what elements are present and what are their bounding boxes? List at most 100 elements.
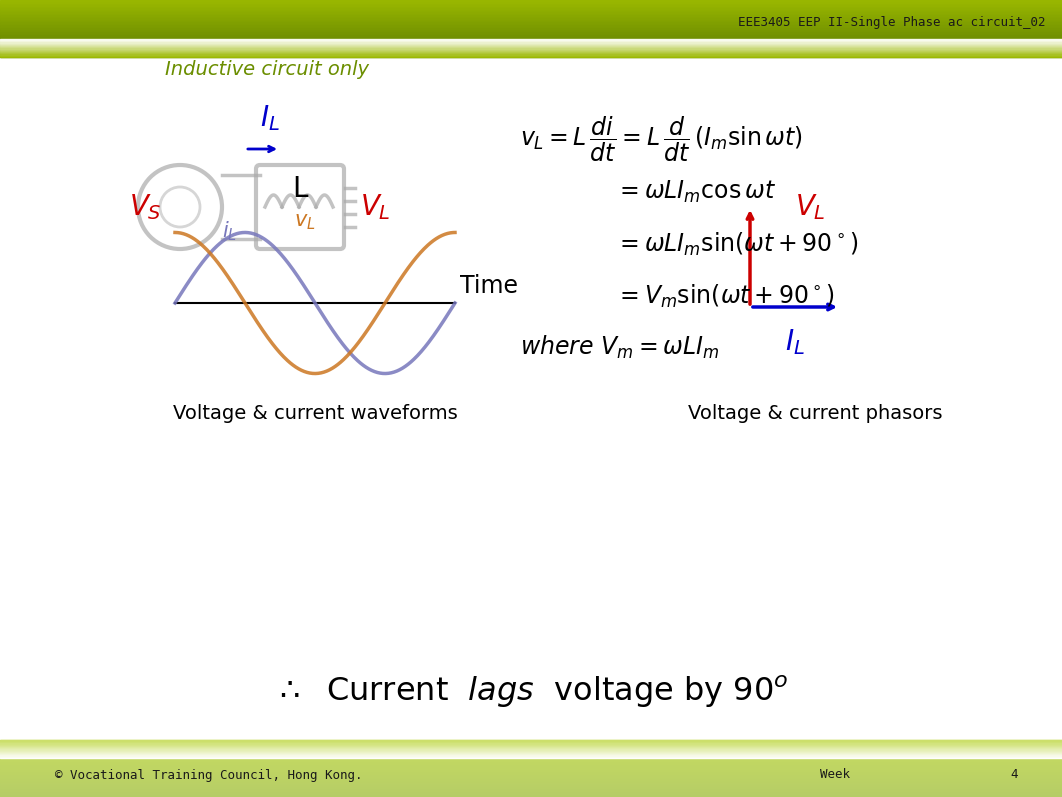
Bar [0,42,1062,44]
Bar [0,795,1062,797]
Bar [0,783,1062,786]
Text: $I_L$: $I_L$ [785,327,805,357]
Text: Time: Time [460,274,518,298]
Bar [0,740,1062,741]
Bar [0,42,1062,44]
Text: $v_L = L\,\dfrac{di}{dt} = L\,\dfrac{d}{dt}\,(I_m \sin \omega t)$: $v_L = L\,\dfrac{di}{dt} = L\,\dfrac{d}{… [520,114,803,163]
Text: Voltage & current waveforms: Voltage & current waveforms [173,404,458,423]
Bar [0,48,1062,49]
Bar [0,742,1062,744]
Bar [0,764,1062,766]
Bar [0,774,1062,775]
Bar [0,50,1062,52]
Bar [0,2,1062,4]
Bar [0,751,1062,753]
Text: $\therefore$  Current  $\mathit{lags}$  voltage by 90$^o$: $\therefore$ Current $\mathit{lags}$ vol… [273,674,789,710]
Bar [0,43,1062,45]
Bar [0,8,1062,10]
Bar [0,31,1062,33]
Bar [0,55,1062,57]
Bar [0,747,1062,748]
Bar [0,53,1062,54]
Bar [0,794,1062,795]
Bar [0,14,1062,16]
Text: Voltage & current phasors: Voltage & current phasors [688,404,942,423]
Text: $= V_m \sin(\omega t + 90^\circ)$: $= V_m \sin(\omega t + 90^\circ)$ [615,282,835,309]
Bar [0,0,1062,2]
Bar [0,45,1062,47]
Bar [0,21,1062,23]
Bar [0,33,1062,36]
Bar [0,754,1062,756]
Text: Inductive circuit only: Inductive circuit only [165,60,369,78]
Bar [0,35,1062,37]
Bar [0,29,1062,31]
Bar [0,51,1062,53]
Bar [0,22,1062,24]
Bar [0,24,1062,26]
Bar [0,18,1062,20]
Bar [0,28,1062,30]
Bar [0,54,1062,56]
Bar [0,44,1062,45]
Bar [0,38,1062,40]
Text: $where\ V_m = \omega L I_m$: $where\ V_m = \omega L I_m$ [520,333,720,360]
Text: 4: 4 [1010,768,1017,782]
Bar [0,752,1062,753]
Bar [0,761,1062,763]
Bar [0,19,1062,22]
Bar [0,743,1062,745]
Bar [0,37,1062,38]
Bar [0,10,1062,11]
Bar [0,39,1062,41]
Bar [0,748,1062,750]
Bar [0,41,1062,43]
Bar [0,754,1062,756]
Bar [0,6,1062,7]
Bar [0,741,1062,743]
Bar [0,6,1062,9]
Bar [0,789,1062,791]
Bar [0,756,1062,758]
Bar [0,762,1062,764]
Bar [0,26,1062,27]
Text: $V_L$: $V_L$ [360,192,391,222]
Bar [0,775,1062,777]
Bar [0,742,1062,744]
Text: $v_L$: $v_L$ [294,212,315,232]
Bar [0,756,1062,759]
Bar [0,769,1062,771]
Bar [0,768,1062,770]
Bar [0,749,1062,751]
Text: $= \omega L I_m \cos \omega t$: $= \omega L I_m \cos \omega t$ [615,179,776,205]
Bar [0,17,1062,18]
Bar [0,745,1062,747]
Bar [0,779,1062,781]
Bar [0,767,1062,768]
Text: $V_S$: $V_S$ [129,192,161,222]
Bar [0,776,1062,779]
Text: L: L [292,175,308,203]
Text: $i_L$: $i_L$ [222,219,238,242]
Bar [0,756,1062,757]
Bar [0,52,1062,53]
Text: $I_L$: $I_L$ [260,103,280,133]
Bar [0,788,1062,790]
Bar [0,740,1062,742]
Bar [0,785,1062,787]
Bar [0,12,1062,14]
Bar [0,752,1062,755]
Text: $= \omega L I_m \sin(\omega t + 90^\circ)$: $= \omega L I_m \sin(\omega t + 90^\circ… [615,230,859,257]
Bar [0,771,1062,773]
Bar [0,53,1062,56]
Bar [0,772,1062,774]
Bar [0,765,1062,767]
Bar [0,752,1062,754]
Bar [0,749,1062,752]
Bar [0,48,1062,50]
Bar [0,47,1062,49]
Bar [0,38,1062,40]
Bar [0,781,1062,783]
Text: EEE3405 EEP II-Single Phase ac circuit_02: EEE3405 EEP II-Single Phase ac circuit_0… [737,15,1045,29]
Bar [0,45,1062,46]
